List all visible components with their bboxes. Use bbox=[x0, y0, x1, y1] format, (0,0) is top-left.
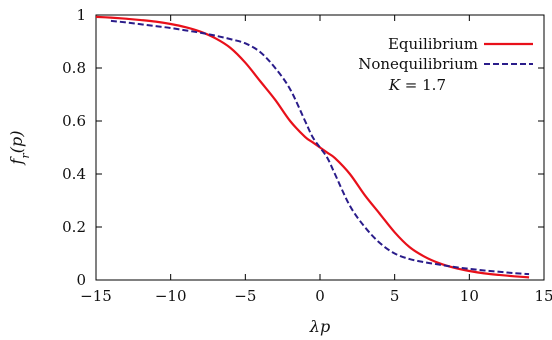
x-tick-label: 10 bbox=[460, 287, 479, 305]
y-tick-label: 0.6 bbox=[62, 112, 86, 130]
y-axis-label: fr(p) bbox=[7, 131, 32, 166]
x-axis-ticks bbox=[95, 15, 545, 280]
x-axis-tick-labels: −15 −10 −5 0 5 10 15 bbox=[80, 287, 552, 305]
annotation-k-value: K = 1.7 bbox=[388, 76, 446, 94]
x-tick-label: −5 bbox=[234, 287, 256, 305]
y-tick-label: 1 bbox=[76, 6, 86, 24]
x-tick-label: 15 bbox=[534, 287, 552, 305]
legend-label-equilibrium: Equilibrium bbox=[388, 35, 478, 53]
legend-label-nonequilibrium: Nonequilibrium bbox=[358, 55, 478, 73]
y-tick-label: 0 bbox=[76, 271, 86, 289]
series-line-nonequilibrium bbox=[110, 19, 530, 276]
y-axis-ticks bbox=[96, 14, 544, 281]
y-tick-label: 0.2 bbox=[62, 218, 86, 236]
y-axis-tick-labels: 0 0.2 0.4 0.6 0.8 1 bbox=[62, 6, 86, 289]
x-tick-label: −10 bbox=[155, 287, 187, 305]
x-tick-label: 5 bbox=[390, 287, 400, 305]
legend: Equilibrium Nonequilibrium bbox=[358, 35, 533, 73]
y-tick-label: 0.4 bbox=[62, 165, 86, 183]
x-axis-label: λp bbox=[309, 317, 330, 336]
y-tick-label: 0.8 bbox=[62, 59, 86, 77]
x-tick-label: −15 bbox=[80, 287, 112, 305]
series-lines bbox=[95, 15, 530, 279]
x-tick-label: 0 bbox=[315, 287, 325, 305]
